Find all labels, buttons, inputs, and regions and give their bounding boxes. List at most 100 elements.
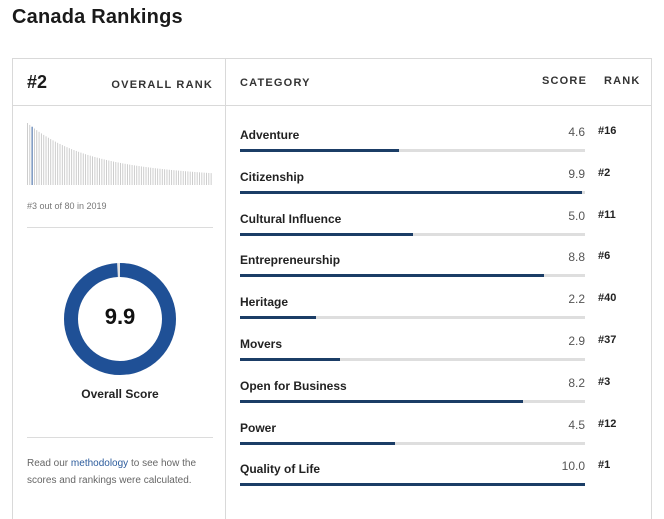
sparkline-bar: [192, 171, 193, 185]
sparkline-bar: [52, 140, 54, 185]
sparkline-bar: [131, 164, 133, 185]
score-bar-fill: [240, 357, 341, 361]
sparkline-bar: [50, 139, 52, 185]
category-row: Open for Business 8.2 #3: [226, 356, 651, 403]
sparkline-bar: [78, 151, 80, 185]
sparkline-bar: [185, 171, 186, 185]
sparkline-bar: [120, 162, 121, 185]
sparkline-bar: [66, 147, 68, 185]
sparkline-bar: [143, 166, 145, 185]
score-bar-fill: [240, 441, 396, 445]
overall-rank-value: #2: [27, 72, 48, 92]
sparkline-bar: [124, 163, 126, 185]
category-rank: #3: [598, 375, 611, 388]
sparkline-bar: [89, 155, 91, 185]
sparkline-bar: [99, 158, 100, 185]
category-score: 2.9: [568, 333, 585, 348]
sparkline-bar: [57, 142, 59, 185]
methodology-suffix: to see how the scores and rankings were …: [27, 458, 197, 486]
sparkline-bar: [154, 168, 156, 185]
score-bar-track: [240, 149, 585, 152]
score-bar-fill: [240, 190, 582, 194]
sparkline-bar: [106, 159, 107, 185]
score-bar-track: [240, 274, 585, 278]
sparkline-bar: [164, 169, 166, 185]
category-rank: #16: [598, 125, 617, 137]
sparkline-bar: [171, 169, 173, 185]
overall-score-label: Overall Score: [81, 387, 159, 401]
divider: [27, 437, 213, 438]
sparkline-bar: [87, 154, 89, 185]
methodology-link[interactable]: methodology: [70, 458, 129, 469]
sparkline-bar: [33, 128, 35, 185]
rank-distribution-sparkline: [27, 123, 212, 185]
sparkline-bar: [31, 126, 33, 185]
methodology-note: Read our methodology to see how the scor…: [27, 455, 213, 489]
category-score: 9.9: [568, 166, 585, 181]
donut-arc: [64, 263, 176, 375]
sparkline-bar: [73, 150, 75, 185]
score-bar-fill: [240, 274, 544, 278]
sparkline-bar: [126, 164, 128, 185]
sparkline-bar: [113, 161, 114, 185]
overall-rank-header: #2 OVERALL RANK: [13, 59, 225, 106]
column-header-score: SCORE: [542, 75, 588, 87]
score-bar-fill: [240, 232, 413, 236]
sparkline-bar: [43, 134, 45, 185]
sparkline-bar: [194, 171, 196, 185]
rank-history-note: #3 out of 80 in 2019: [27, 201, 107, 211]
sparkline-bar: [161, 169, 163, 185]
sparkline-bar: [54, 141, 56, 185]
sparkline-bar: [138, 166, 140, 185]
score-bar-track: [240, 441, 585, 445]
methodology-prefix: Read our: [27, 458, 71, 469]
sparkline-bar: [140, 166, 142, 185]
sparkline-bar: [201, 172, 203, 185]
score-bar-track: [240, 232, 585, 236]
page-title: Canada Rankings: [12, 6, 183, 28]
score-bar-track: [240, 483, 585, 487]
category-rows: Adventure 4.6 #16 Citizenship 9.9 #2 Cul…: [226, 105, 651, 487]
overall-score-donut: [64, 263, 176, 375]
sparkline-bar: [68, 148, 70, 185]
sparkline-bar: [61, 145, 63, 185]
category-name: Open for Business: [240, 378, 347, 393]
category-row: Movers 2.9 #37: [226, 314, 651, 361]
sparkline-bar: [178, 170, 180, 185]
category-name: Power: [240, 420, 277, 435]
category-row: Heritage 2.2 #40: [226, 272, 651, 320]
sparkline-bar: [210, 173, 212, 185]
score-bar-fill: [240, 399, 523, 403]
score-bar-fill: [240, 483, 585, 487]
sparkline-bar: [199, 172, 200, 185]
category-row: Cultural Influence 5.0 #11: [226, 189, 651, 236]
category-name: Heritage: [240, 295, 289, 310]
sparkline-bar: [101, 158, 103, 185]
sparkline-bar: [103, 159, 105, 185]
sparkline-bar: [129, 164, 131, 185]
category-rank: #2: [598, 166, 611, 179]
sparkline-bar: [115, 162, 117, 185]
table-header: CATEGORY SCORE RANK: [226, 59, 651, 106]
category-row: Citizenship 9.9 #2: [226, 147, 651, 194]
category-rank: #40: [598, 292, 617, 305]
category-row: Adventure 4.6 #16: [226, 105, 651, 152]
sparkline-bar: [166, 169, 168, 185]
category-rank: #11: [598, 208, 616, 221]
sparkline-bar: [152, 167, 154, 185]
category-score: 10.0: [561, 459, 585, 474]
category-score: 5.0: [568, 208, 585, 223]
score-bar-fill: [240, 316, 316, 320]
sparkline-bar: [82, 153, 84, 185]
category-name: Adventure: [240, 128, 300, 142]
category-rank: #12: [598, 417, 617, 430]
sparkline-bar: [36, 130, 38, 185]
sparkline-bar: [92, 156, 93, 185]
category-row: Power 4.5 #12: [226, 398, 651, 445]
sparkline-bar: [159, 168, 161, 185]
score-bar-fill: [240, 149, 399, 152]
sparkline-bar: [29, 124, 31, 185]
rankings-card: #2 OVERALL RANK #3 out of 80 in 2019 9.9…: [12, 58, 652, 519]
sparkline-bar: [150, 167, 152, 185]
sparkline-bar: [110, 161, 112, 185]
